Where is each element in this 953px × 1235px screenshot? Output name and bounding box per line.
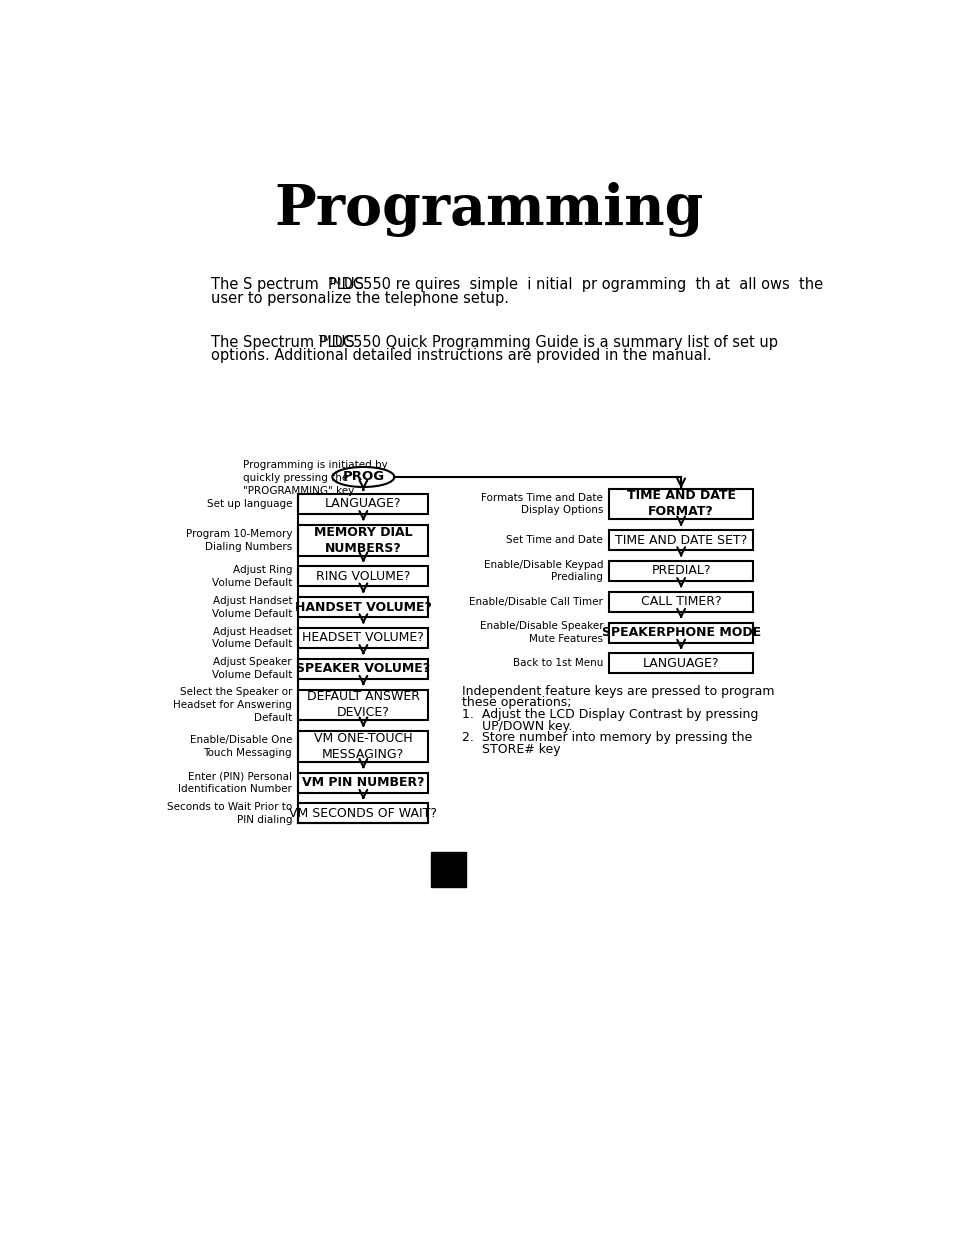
Text: user to personalize the telephone setup.: user to personalize the telephone setup.: [211, 290, 508, 305]
Text: LANGUAGE?: LANGUAGE?: [642, 657, 719, 669]
Bar: [298, 567, 428, 587]
Text: UP/DOWN key.: UP/DOWN key.: [461, 720, 572, 732]
Text: Programming: Programming: [274, 183, 702, 237]
Text: Independent feature keys are pressed to program: Independent feature keys are pressed to …: [461, 685, 774, 698]
Bar: [298, 658, 428, 679]
Bar: [609, 592, 752, 611]
Text: 2.  Store number into memory by pressing the: 2. Store number into memory by pressing …: [461, 731, 751, 745]
Text: TIME AND DATE
FORMAT?: TIME AND DATE FORMAT?: [626, 489, 735, 519]
Text: Enter (PIN) Personal
Identification Number: Enter (PIN) Personal Identification Numb…: [178, 772, 292, 794]
Text: Enable/Disable Speaker
Mute Features: Enable/Disable Speaker Mute Features: [479, 621, 602, 643]
Text: Set up language: Set up language: [207, 499, 292, 509]
Text: VM SECONDS OF WAIT?: VM SECONDS OF WAIT?: [289, 806, 436, 820]
Text: Programming is initiated by
quickly pressing the
"PROGRAMMING" key.: Programming is initiated by quickly pres…: [243, 461, 388, 495]
Text: Select the Speaker or
Headset for Answering
Default: Select the Speaker or Headset for Answer…: [173, 687, 292, 722]
Text: TIME AND DATE SET?: TIME AND DATE SET?: [615, 534, 746, 547]
Bar: [609, 622, 752, 642]
Text: HEADSET VOLUME?: HEADSET VOLUME?: [302, 631, 424, 645]
Bar: [298, 494, 428, 514]
Bar: [609, 530, 752, 550]
Bar: [609, 561, 752, 580]
Text: 1.  Adjust the LCD Display Contrast by pressing: 1. Adjust the LCD Display Contrast by pr…: [461, 708, 758, 721]
Text: RING VOLUME?: RING VOLUME?: [315, 569, 410, 583]
Bar: [298, 627, 428, 648]
Text: these operations;: these operations;: [461, 697, 571, 709]
Text: Formats Time and Date
Display Options: Formats Time and Date Display Options: [481, 493, 602, 515]
Text: DC550 re quires  simple  i nitial  pr ogramming  th at  all ows  the: DC550 re quires simple i nitial pr ogram…: [336, 277, 822, 291]
Text: CALL TIMER?: CALL TIMER?: [640, 595, 720, 608]
Bar: [298, 773, 428, 793]
Text: Enable/Disable One
Touch Messaging: Enable/Disable One Touch Messaging: [190, 735, 292, 758]
Text: TM: TM: [328, 278, 340, 287]
Text: SPEAKERPHONE MODE: SPEAKERPHONE MODE: [601, 626, 760, 638]
Text: TM: TM: [317, 336, 331, 345]
Bar: [298, 689, 428, 720]
Text: HANDSET VOLUME?: HANDSET VOLUME?: [294, 600, 432, 614]
Text: Program 10-Memory
Dialing Numbers: Program 10-Memory Dialing Numbers: [186, 529, 292, 552]
Bar: [298, 597, 428, 618]
Bar: [609, 653, 752, 673]
Text: Enable/Disable Call Timer: Enable/Disable Call Timer: [469, 597, 602, 606]
Text: Adjust Speaker
Volume Default: Adjust Speaker Volume Default: [212, 657, 292, 680]
Bar: [298, 525, 428, 556]
Text: DEFAULT ANSWER
DEVICE?: DEFAULT ANSWER DEVICE?: [307, 690, 419, 720]
Text: Back to 1st Menu: Back to 1st Menu: [513, 658, 602, 668]
Text: STORE# key: STORE# key: [461, 742, 559, 756]
Text: VM PIN NUMBER?: VM PIN NUMBER?: [302, 776, 424, 789]
Text: LANGUAGE?: LANGUAGE?: [325, 498, 401, 510]
Text: MEMORY DIAL
NUMBERS?: MEMORY DIAL NUMBERS?: [314, 526, 413, 555]
Text: Seconds to Wait Prior to
PIN dialing: Seconds to Wait Prior to PIN dialing: [167, 802, 292, 825]
Text: VM ONE-TOUCH
MESSAGING?: VM ONE-TOUCH MESSAGING?: [314, 732, 413, 761]
Text: Adjust Handset
Volume Default: Adjust Handset Volume Default: [212, 595, 292, 619]
Text: Adjust Headset
Volume Default: Adjust Headset Volume Default: [212, 626, 292, 650]
Bar: [298, 731, 428, 762]
Text: The S pectrum  PLUS: The S pectrum PLUS: [211, 277, 363, 291]
Text: Set Time and Date: Set Time and Date: [506, 535, 602, 545]
Text: SPEAKER VOLUME?: SPEAKER VOLUME?: [296, 662, 430, 676]
Text: The Spectrum PLUS: The Spectrum PLUS: [211, 335, 355, 350]
Bar: [298, 804, 428, 824]
Bar: [431, 852, 466, 887]
Text: Adjust Ring
Volume Default: Adjust Ring Volume Default: [212, 564, 292, 588]
Text: DC550 Quick Programming Guide is a summary list of set up: DC550 Quick Programming Guide is a summa…: [327, 335, 777, 350]
Text: PREDIAL?: PREDIAL?: [651, 564, 710, 578]
Text: options. Additional detailed instructions are provided in the manual.: options. Additional detailed instruction…: [211, 348, 711, 363]
Text: Enable/Disable Keypad
Predialing: Enable/Disable Keypad Predialing: [483, 559, 602, 583]
Bar: [609, 489, 752, 520]
Text: PROG: PROG: [342, 471, 384, 483]
